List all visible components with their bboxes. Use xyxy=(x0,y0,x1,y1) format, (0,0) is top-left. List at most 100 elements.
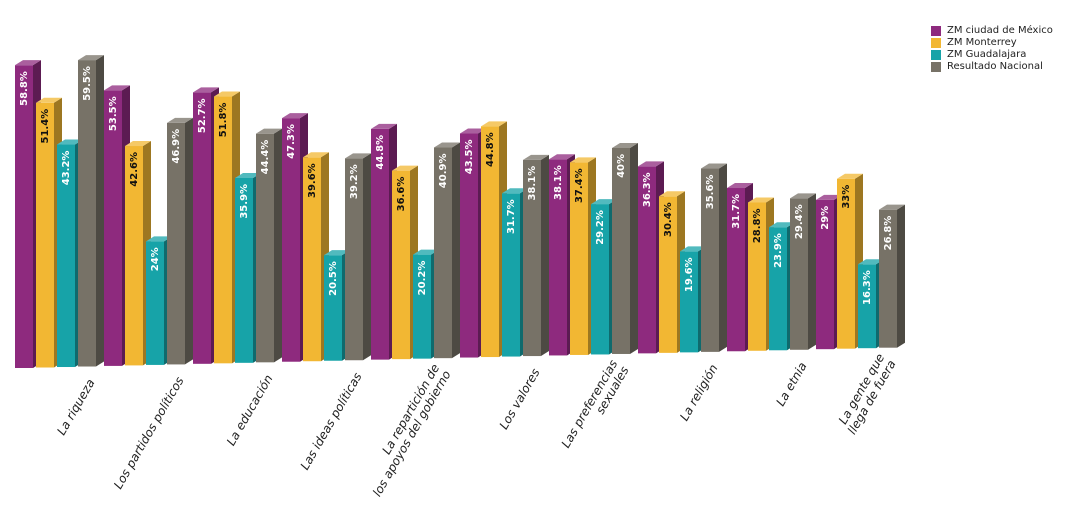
bar-front xyxy=(193,92,211,364)
bar-top xyxy=(790,193,816,199)
bar-front xyxy=(858,264,876,349)
bar-side xyxy=(96,55,104,367)
data-label: 59.5% xyxy=(82,66,93,101)
bar-top xyxy=(879,204,905,210)
category-label: La repartición delos apoyos del gobierno xyxy=(359,362,454,499)
legend-item: ZM Monterrey xyxy=(931,37,1053,49)
bar-front xyxy=(104,90,122,366)
bar-front xyxy=(413,254,431,359)
bar-top xyxy=(570,157,596,163)
bar-top xyxy=(282,113,308,119)
bar-top xyxy=(371,123,397,129)
bar-front xyxy=(345,158,363,361)
bar-top xyxy=(769,222,795,228)
data-label: 28.8% xyxy=(752,208,763,243)
bar-top xyxy=(481,121,507,127)
bar-top xyxy=(104,85,130,91)
category-label: Las ideas políticas xyxy=(298,370,365,472)
bar-top xyxy=(460,128,486,134)
bar-front xyxy=(659,196,677,353)
bar-top xyxy=(167,117,193,123)
data-label: 51.8% xyxy=(218,103,229,138)
bar-top xyxy=(413,249,439,255)
data-label: 39.6% xyxy=(307,163,318,198)
bar-front xyxy=(167,122,185,365)
category-label: Las preferenciassexuales xyxy=(559,357,632,456)
bar-front xyxy=(727,188,745,352)
data-label: 29% xyxy=(820,206,831,230)
bar xyxy=(345,153,371,361)
bar-side xyxy=(897,204,905,348)
data-label: 29.4% xyxy=(794,204,805,239)
bar-top xyxy=(36,97,62,103)
data-label: 31.7% xyxy=(506,199,517,234)
bar-front xyxy=(371,128,389,360)
bar-top xyxy=(858,259,884,265)
bar-top xyxy=(193,87,219,93)
data-label: 36.6% xyxy=(396,177,407,212)
category-labels-layer: La riqueza Los partidos políticos La educa… xyxy=(54,351,898,499)
data-label: 44.4% xyxy=(260,140,271,175)
bar-side xyxy=(541,154,549,357)
bar-top xyxy=(523,154,549,160)
bar-top xyxy=(612,142,638,148)
bar-front xyxy=(523,159,541,357)
bar-top xyxy=(78,55,104,61)
bar-front xyxy=(78,60,96,367)
bar-front xyxy=(15,65,33,369)
bar-side xyxy=(452,142,460,359)
bar-top xyxy=(748,197,774,203)
bar-top xyxy=(324,250,350,256)
bar xyxy=(434,142,460,359)
bar-front xyxy=(324,255,342,361)
data-label: 46.9% xyxy=(171,129,182,164)
bar-front xyxy=(612,147,630,354)
data-label: 20.5% xyxy=(328,261,339,296)
data-label: 38.1% xyxy=(553,165,564,200)
bar-front xyxy=(701,168,719,352)
bar-top xyxy=(434,142,460,148)
bar-top xyxy=(727,183,753,189)
legend-label: Resultado Nacional xyxy=(947,61,1043,72)
bar-front xyxy=(36,102,54,368)
bar-side xyxy=(363,153,371,361)
bar-front xyxy=(460,133,478,358)
bar-top xyxy=(392,165,418,171)
data-label: 42.6% xyxy=(129,152,140,187)
category-label: La etnia xyxy=(773,360,809,409)
bar xyxy=(167,117,193,365)
data-label: 58.8% xyxy=(19,71,30,106)
legend: ZM ciudad de México ZM Monterrey ZM Guad… xyxy=(931,25,1053,73)
data-label: 47.3% xyxy=(286,124,297,159)
bar-top xyxy=(659,191,685,197)
data-label: 24% xyxy=(150,247,161,271)
legend-label: ZM Monterrey xyxy=(947,37,1017,48)
data-label: 44.8% xyxy=(375,135,386,170)
bar-top xyxy=(591,199,617,205)
data-label: 26.8% xyxy=(883,216,894,251)
bar-front xyxy=(303,157,321,362)
bar-side xyxy=(185,117,193,365)
data-label: 20.2% xyxy=(417,261,428,296)
bar-front xyxy=(638,166,656,354)
data-label: 36.3% xyxy=(642,172,653,207)
bar-front xyxy=(816,199,834,350)
legend-swatch xyxy=(931,38,941,48)
bar-top xyxy=(701,163,727,169)
bar-front xyxy=(282,118,300,362)
bar xyxy=(523,154,549,357)
legend-swatch xyxy=(931,26,941,36)
data-label: 16.3% xyxy=(862,270,873,305)
bar-side xyxy=(719,163,727,352)
bar-front xyxy=(125,146,143,366)
bar-front xyxy=(434,147,452,359)
bar-top xyxy=(638,161,664,167)
legend-label: ZM ciudad de México xyxy=(947,25,1053,36)
data-label: 29.2% xyxy=(595,210,606,245)
bar-front xyxy=(549,159,567,356)
bar-top xyxy=(146,236,172,242)
bar-front xyxy=(837,178,855,349)
bar-front xyxy=(146,241,164,365)
bar-front xyxy=(57,144,75,368)
data-label: 51.4% xyxy=(40,109,51,144)
